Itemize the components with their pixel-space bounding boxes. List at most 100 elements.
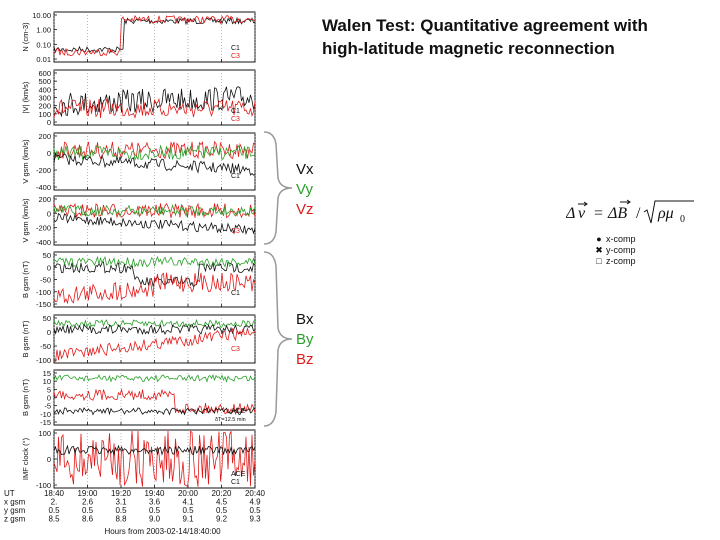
panel-legend-label: C3 (231, 116, 240, 123)
svg-text:Δ: Δ (566, 205, 575, 222)
ephemeris-value: 2. (51, 498, 58, 507)
bz-label: Bz (296, 351, 314, 368)
y-tick-label: 0 (47, 263, 51, 272)
series-trace (53, 430, 256, 488)
ephemeris-value: 3.6 (149, 498, 161, 507)
bx-label: Bx (296, 311, 314, 328)
series-trace (53, 318, 256, 329)
ephemeris-value: 0.5 (249, 506, 261, 515)
series-trace (53, 14, 256, 57)
vx-label: Vx (296, 161, 314, 178)
ephemeris-value: 8.8 (115, 515, 127, 524)
ephemeris-row-name: x gsm (4, 498, 26, 507)
ephemeris-value: 0.5 (182, 506, 194, 515)
y-tick-label: 300 (38, 94, 51, 103)
y-tick-label: 0.01 (36, 55, 51, 64)
y-tick-label: 0 (47, 394, 51, 403)
ephemeris-row-name: y gsm (4, 506, 26, 515)
ephemeris-value: 8.5 (48, 515, 60, 524)
panel-note: δT=12.5 min (215, 417, 246, 423)
y-tick-label: 15 (43, 369, 51, 378)
svg-text:/: / (636, 205, 641, 222)
svg-text:ρμ: ρμ (657, 205, 674, 222)
y-tick-label: -200 (36, 166, 51, 175)
ephemeris-value: 19:00 (77, 489, 98, 498)
title-line-2: high-latitude magnetic reconnection (322, 39, 615, 58)
panel-legend-label: C1 (231, 45, 240, 52)
panel-legend-label: C3 (231, 346, 240, 353)
ephemeris-value: 0.5 (115, 506, 127, 515)
panel-legend-label: C1 (231, 479, 240, 486)
ephemeris-value: 0.5 (216, 506, 228, 515)
y-tick-label: 50 (43, 314, 51, 323)
ephemeris-value: 20:00 (178, 489, 199, 498)
ephemeris-value: 19:20 (111, 489, 132, 498)
ephemeris-value: 9.1 (182, 515, 194, 524)
y-tick-label: 200 (38, 102, 51, 111)
ephemeris-value: 9.3 (249, 515, 261, 524)
series-trace (53, 203, 256, 218)
y-axis-label: B gsm (nT) (21, 260, 30, 298)
y-tick-label: 400 (38, 85, 51, 94)
y-tick-label: 0 (47, 209, 51, 218)
y-tick-label: -15 (40, 418, 51, 427)
walen-legend: ● x-comp ✖ y-comp □ z-comp (592, 234, 635, 267)
svg-text:=: = (594, 205, 603, 222)
ephemeris-value: 20:40 (245, 489, 266, 498)
y-axis-label: N (cm-3) (21, 22, 30, 52)
series-trace (53, 388, 256, 416)
vz-label: Vz (296, 201, 314, 218)
y-tick-label: 1.00 (36, 26, 51, 35)
by-label: By (296, 331, 314, 348)
ephemeris-value: 8.6 (82, 515, 94, 524)
y-tick-label: -5 (44, 402, 51, 411)
y-tick-label: -200 (36, 224, 51, 233)
y-tick-label: 500 (38, 77, 51, 86)
ephemeris-value: 19:40 (144, 489, 165, 498)
y-tick-label: 200 (38, 132, 51, 141)
field-components: Bx By Bz (296, 310, 314, 370)
panel-legend-label: C1 (231, 173, 240, 180)
y-axis-label: B gsm (nT) (21, 378, 30, 416)
y-tick-label: 200 (38, 195, 51, 204)
panel-legend-label: C3 (231, 228, 240, 235)
y-tick-label: -10 (40, 410, 51, 419)
y-axis-label: V gsm (km/s) (21, 198, 30, 243)
series-trace (53, 255, 256, 268)
series-trace (53, 272, 256, 305)
slide-title: Walen Test: Quantitative agreement with … (322, 14, 648, 60)
y-tick-label: 100 (38, 429, 51, 438)
y-tick-label: -400 (36, 183, 51, 192)
ephemeris-value: 0.5 (82, 506, 94, 515)
series-trace (53, 323, 256, 336)
panel-legend-label: C3 (231, 53, 240, 60)
y-tick-label: 10.00 (32, 11, 51, 20)
svg-text:ΔB: ΔB (607, 205, 627, 222)
ephemeris-value: 2.6 (82, 498, 94, 507)
series-trace (53, 327, 256, 362)
y-tick-label: -100 (36, 288, 51, 297)
y-axis-label: B gsm (nT) (21, 320, 30, 358)
title-line-1: Walen Test: Quantitative agreement with (322, 16, 648, 35)
field-brace (263, 251, 293, 427)
y-tick-label: -400 (36, 238, 51, 247)
y-tick-label: -150 (36, 300, 51, 309)
ephemeris-value: 0.5 (48, 506, 60, 515)
panel-legend-label: ACE (231, 408, 246, 415)
filled-circle-icon: ● (596, 234, 602, 244)
stacked-time-series-chart: 10.001.000.100.01N (cm-3) C1C360050040030… (4, 11, 266, 536)
ephemeris-row-name: UT (4, 489, 15, 498)
y-tick-label: 5 (47, 385, 51, 394)
open-square-icon: □ (596, 256, 602, 266)
ephemeris-row-name: z gsm (4, 515, 26, 524)
series-trace (53, 152, 256, 176)
ephemeris-value: 18:40 (44, 489, 65, 498)
svg-text:0: 0 (680, 214, 685, 225)
legend-x-comp: ● x-comp (592, 234, 635, 245)
series-trace (53, 212, 256, 236)
svg-text:v: v (578, 205, 586, 222)
panel-legend-label: ACE (231, 471, 246, 478)
ephemeris-value: 20:20 (211, 489, 232, 498)
y-axis-label: |V| (km/s) (21, 81, 30, 113)
series-trace (53, 373, 256, 383)
